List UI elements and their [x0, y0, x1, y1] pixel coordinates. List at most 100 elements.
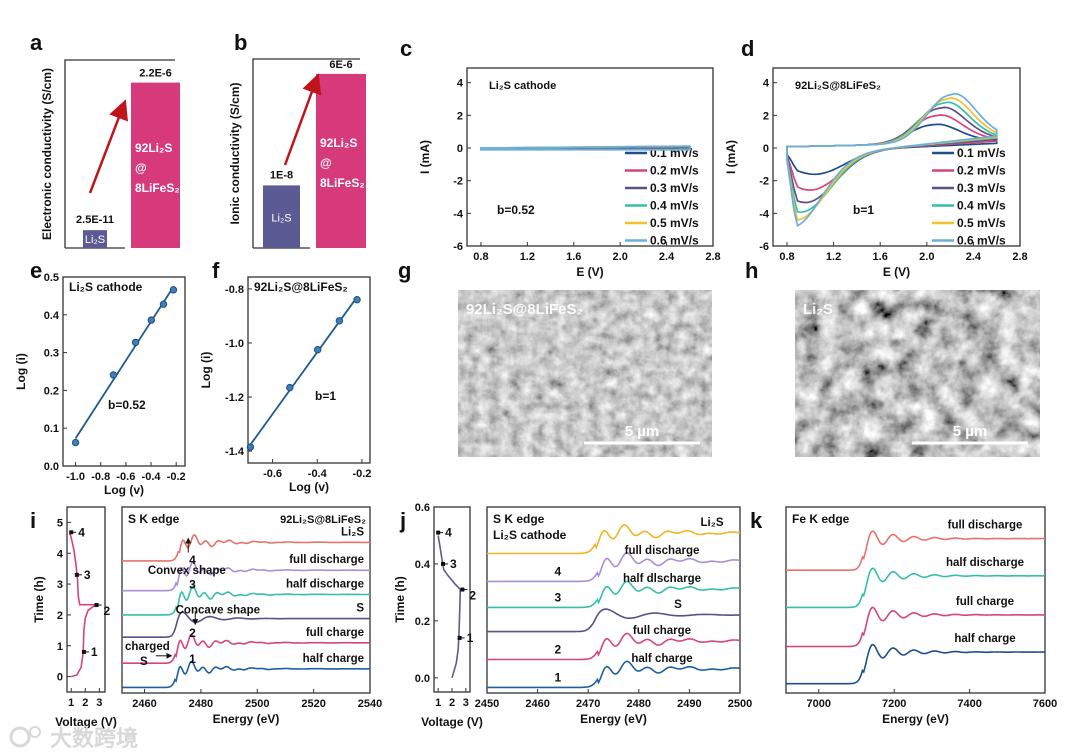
x-tick-label: 2500 — [245, 698, 269, 710]
x-tick-label: 2470 — [576, 698, 600, 710]
x-tick-label: 3 — [463, 697, 469, 709]
spectrum-full-charge — [786, 606, 1045, 648]
cv-plot-c: 0.8 1.2 1.6 2.0 2.4 2.8 4 2 0 -2 -4 -6 E (V) I (mA) 0.… — [418, 67, 721, 279]
x-tick-label: 1.6 — [873, 251, 888, 263]
spectrum-label: half charge — [631, 653, 692, 665]
spectrum-half-charge — [122, 660, 370, 689]
spectrum-half-charge — [786, 643, 1045, 685]
x-tick-label: 2460 — [525, 698, 549, 710]
spectrum-half-discharge — [786, 567, 1045, 609]
panel-label-k: k — [750, 508, 763, 533]
plot-frame — [466, 67, 714, 247]
state-number: 4 — [554, 564, 561, 578]
log-plot-e: -1.0 -0.8 -0.6 -0.4 -0.2 0.0 0.1 0.2 0.3 0.4 0.5 Lo… — [14, 272, 186, 497]
y-tick-label: 4 — [457, 78, 464, 90]
x-tick-label: 7200 — [882, 698, 906, 710]
bar-text-composite: 8LiFeS₂ — [320, 176, 365, 190]
sample-title: Li₂S cathode — [493, 528, 567, 542]
y-tick-label: 0.1 — [44, 423, 59, 435]
x-tick-label: 0.8 — [779, 251, 794, 263]
x-tick-label: -0.4 — [142, 471, 162, 483]
sem-image-g: 92Li₂S@8LiFeS₂ 5 µm — [458, 290, 712, 457]
x-tick-label: -0.8 — [91, 471, 110, 483]
data-point — [314, 346, 322, 354]
y-tick-label: 3 — [57, 579, 63, 591]
spectrum-Li-S — [122, 533, 370, 562]
y-tick-label: -4 — [759, 208, 770, 220]
cv-curve-06mVs — [480, 145, 691, 151]
data-point — [335, 317, 344, 325]
plot-title: Li₂S cathode — [69, 280, 143, 294]
bar-text-composite: @ — [135, 161, 147, 175]
x-tick-label: -0.2 — [167, 471, 186, 483]
x-tick-label: 2500 — [728, 698, 752, 710]
xanes-plot-k: 7000 7200 7400 7600 Energy (eV) half charge fu… — [785, 506, 1057, 726]
x-tick-label: 2520 — [301, 698, 325, 710]
sem-label: 92Li₂S@8LiFeS₂ — [466, 301, 583, 318]
x-tick-label: 1 — [435, 697, 441, 709]
sem-label: Li₂S — [803, 301, 833, 318]
y-tick-label: 2 — [457, 110, 463, 122]
panel-label-g: g — [398, 258, 411, 283]
concave-shape-annotation: Concave shape — [176, 604, 260, 616]
cv-plot-d: 0.8 1.2 1.6 2.0 2.4 2.8 4 2 0 -2 -4 -6 E (V) I (mA) 0.… — [724, 67, 1028, 279]
spectrum-label: full discharge — [289, 554, 364, 566]
x-tick-label: 7400 — [957, 698, 981, 710]
scale-bar-label: 5 µm — [953, 423, 988, 440]
panel-label-i: i — [30, 508, 36, 533]
x-axis-label: Energy (eV) — [580, 712, 647, 726]
x-tick-label: 2.8 — [1012, 251, 1027, 263]
y-tick-label: -6 — [759, 241, 769, 253]
x-tick-label: 2490 — [677, 698, 701, 710]
y-tick-label: 0.0 — [44, 461, 59, 473]
y-tick-label: 0.2 — [415, 616, 430, 628]
b-value-annotation: b=1 — [853, 203, 874, 217]
y-axis-label: I (mA) — [418, 140, 432, 174]
plot-frame — [121, 506, 371, 694]
y-tick-label: 0.5 — [44, 272, 59, 284]
sem-micrograph — [795, 290, 1040, 457]
x-tick-label: -0.4 — [308, 468, 328, 480]
spectrum-label: Li₂S — [341, 526, 364, 538]
y-tick-label: 4 — [57, 548, 64, 560]
x-axis-label: Log (v) — [104, 483, 144, 497]
spectrum-half-charge — [487, 660, 741, 689]
x-tick-label: 1 — [68, 697, 74, 709]
state-marker-label: 1 — [467, 631, 474, 645]
state-marker-label: 1 — [91, 645, 98, 659]
data-point — [286, 383, 294, 392]
spectrum-S — [122, 611, 370, 638]
x-tick-label: 2.8 — [705, 251, 720, 263]
plot-frame — [785, 506, 1046, 694]
y-tick-label: 2 — [57, 610, 63, 622]
y-tick-label: 1 — [57, 641, 63, 653]
charged-annotation: charged — [125, 641, 170, 653]
x-tick-label: 2480 — [627, 698, 651, 710]
state-marker-label: 4 — [445, 526, 452, 540]
x-tick-label: -1.0 — [66, 471, 85, 483]
bar-chart-b: 1E-8 6E-6 Li₂S 92Li₂S @8LiFeS₂ Ionic conducti… — [228, 58, 366, 249]
charged-s-annotation: S — [140, 656, 148, 668]
state-marker-label: 3 — [84, 568, 91, 582]
data-point — [131, 338, 140, 347]
panel-label-e: e — [30, 258, 42, 283]
y-tick-label: -1.2 — [225, 392, 244, 404]
legend-label: 0.6 mV/s — [650, 234, 699, 248]
legend-label: 0.2 mV/s — [650, 164, 699, 178]
y-axis-label: Log (i) — [199, 352, 213, 389]
spectrum-half-dlscharge — [487, 580, 741, 609]
y-axis-label: Electronic conductivity (S/cm) — [40, 68, 54, 240]
y-tick-label: -4 — [453, 208, 464, 220]
sample-title: 92Li₂S@8LiFeS₂ — [280, 514, 366, 526]
x-axis-label: Energy (eV) — [882, 712, 949, 726]
x-axis-label: Voltage (V) — [55, 715, 117, 729]
x-tick-label: 2.0 — [919, 251, 934, 263]
plot-title: 92Li₂S@8LiFeS₂ — [254, 280, 348, 294]
state-marker-label: 4 — [78, 525, 85, 539]
plot-frame — [772, 67, 1021, 247]
state-marker-label: 2 — [104, 604, 111, 618]
plot-frame — [247, 276, 371, 464]
bar-text-composite: 92Li₂S — [135, 141, 172, 155]
spectrum-full-discharge — [122, 560, 370, 592]
